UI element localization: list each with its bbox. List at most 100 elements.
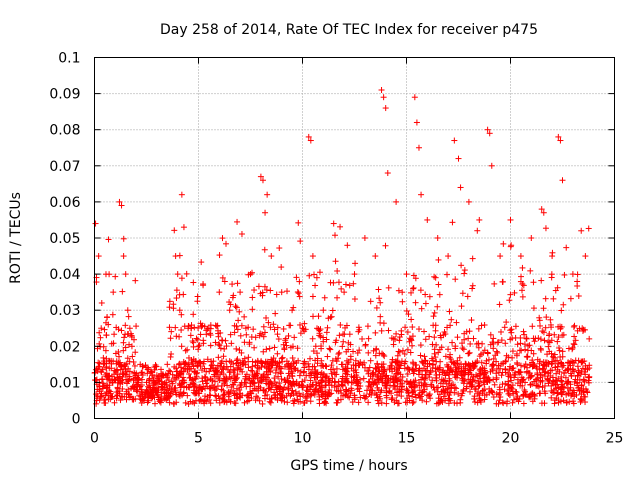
data-point xyxy=(410,284,417,291)
data-point xyxy=(284,385,291,392)
data-point xyxy=(516,347,523,354)
data-point xyxy=(379,363,386,370)
data-point xyxy=(111,331,118,338)
data-point xyxy=(166,367,173,374)
data-point xyxy=(560,397,567,404)
data-point xyxy=(280,387,287,394)
data-point xyxy=(549,374,556,381)
data-point xyxy=(278,375,285,382)
data-point xyxy=(120,347,127,354)
data-point xyxy=(131,336,138,343)
data-point xyxy=(158,397,165,404)
data-point xyxy=(152,362,159,369)
data-point xyxy=(115,326,122,333)
data-point xyxy=(258,359,265,366)
data-point xyxy=(349,399,356,406)
data-point xyxy=(265,319,272,326)
data-point xyxy=(130,358,137,365)
data-point xyxy=(217,345,224,352)
data-point xyxy=(334,294,341,301)
data-point xyxy=(428,355,435,362)
data-point xyxy=(512,388,519,395)
data-point xyxy=(97,368,104,375)
data-point xyxy=(541,369,548,376)
data-point xyxy=(245,324,252,331)
data-point xyxy=(326,386,333,393)
data-point xyxy=(492,352,499,359)
data-point xyxy=(419,397,426,404)
data-point xyxy=(458,262,465,269)
data-point xyxy=(548,324,555,331)
data-point xyxy=(213,323,220,330)
data-point xyxy=(271,375,278,382)
y-tick-label: 0.03 xyxy=(49,303,80,319)
data-point xyxy=(408,316,415,323)
data-point xyxy=(531,338,538,345)
data-point xyxy=(344,242,351,249)
data-point xyxy=(318,369,325,376)
data-point xyxy=(309,335,316,342)
data-point xyxy=(207,332,214,339)
data-point xyxy=(231,399,238,406)
data-point xyxy=(221,381,228,388)
data-point xyxy=(444,271,451,278)
data-point xyxy=(523,335,530,342)
data-point xyxy=(530,279,537,286)
data-point xyxy=(158,366,165,373)
data-point xyxy=(224,382,231,389)
data-point xyxy=(238,322,245,329)
data-point xyxy=(534,371,541,378)
data-points xyxy=(91,86,593,408)
data-point xyxy=(343,322,350,329)
data-point xyxy=(190,279,197,286)
data-point xyxy=(217,371,224,378)
data-point xyxy=(230,387,237,394)
data-point xyxy=(332,339,339,346)
data-point xyxy=(370,369,377,376)
data-point xyxy=(512,323,519,330)
data-point xyxy=(249,306,256,313)
data-point xyxy=(164,373,171,380)
data-point xyxy=(456,354,463,361)
data-point xyxy=(171,227,178,234)
data-point xyxy=(374,373,381,380)
data-point xyxy=(261,371,268,378)
data-point xyxy=(510,396,517,403)
chart-title: Day 258 of 2014, Rate Of TEC Index for r… xyxy=(160,22,538,38)
data-point xyxy=(548,274,555,281)
data-point xyxy=(402,324,409,331)
x-tick-label: 10 xyxy=(294,431,312,447)
data-point xyxy=(577,395,584,402)
data-point xyxy=(283,342,290,349)
data-point xyxy=(558,389,565,396)
data-point xyxy=(378,399,385,406)
data-point xyxy=(552,364,559,371)
data-point xyxy=(264,358,271,365)
data-point xyxy=(442,378,449,385)
data-point xyxy=(348,379,355,386)
data-point xyxy=(519,293,526,300)
data-point xyxy=(345,346,352,353)
data-point xyxy=(542,295,549,302)
y-tick-label: 0.07 xyxy=(49,159,80,175)
data-point xyxy=(243,331,250,338)
data-point xyxy=(101,396,108,403)
y-tick-label: 0.01 xyxy=(49,375,80,391)
data-point xyxy=(538,277,545,284)
data-point xyxy=(118,362,125,369)
data-point xyxy=(283,358,290,365)
data-point xyxy=(225,366,232,373)
data-point xyxy=(407,349,414,356)
data-point xyxy=(305,366,312,373)
data-point xyxy=(399,289,406,296)
data-point xyxy=(237,359,244,366)
data-point xyxy=(267,324,274,331)
data-point xyxy=(270,321,277,328)
data-point xyxy=(284,399,291,406)
data-point xyxy=(497,365,504,372)
data-point xyxy=(466,328,473,335)
data-point xyxy=(336,349,343,356)
data-point xyxy=(375,377,382,384)
data-point xyxy=(521,331,528,338)
data-point xyxy=(376,295,383,302)
